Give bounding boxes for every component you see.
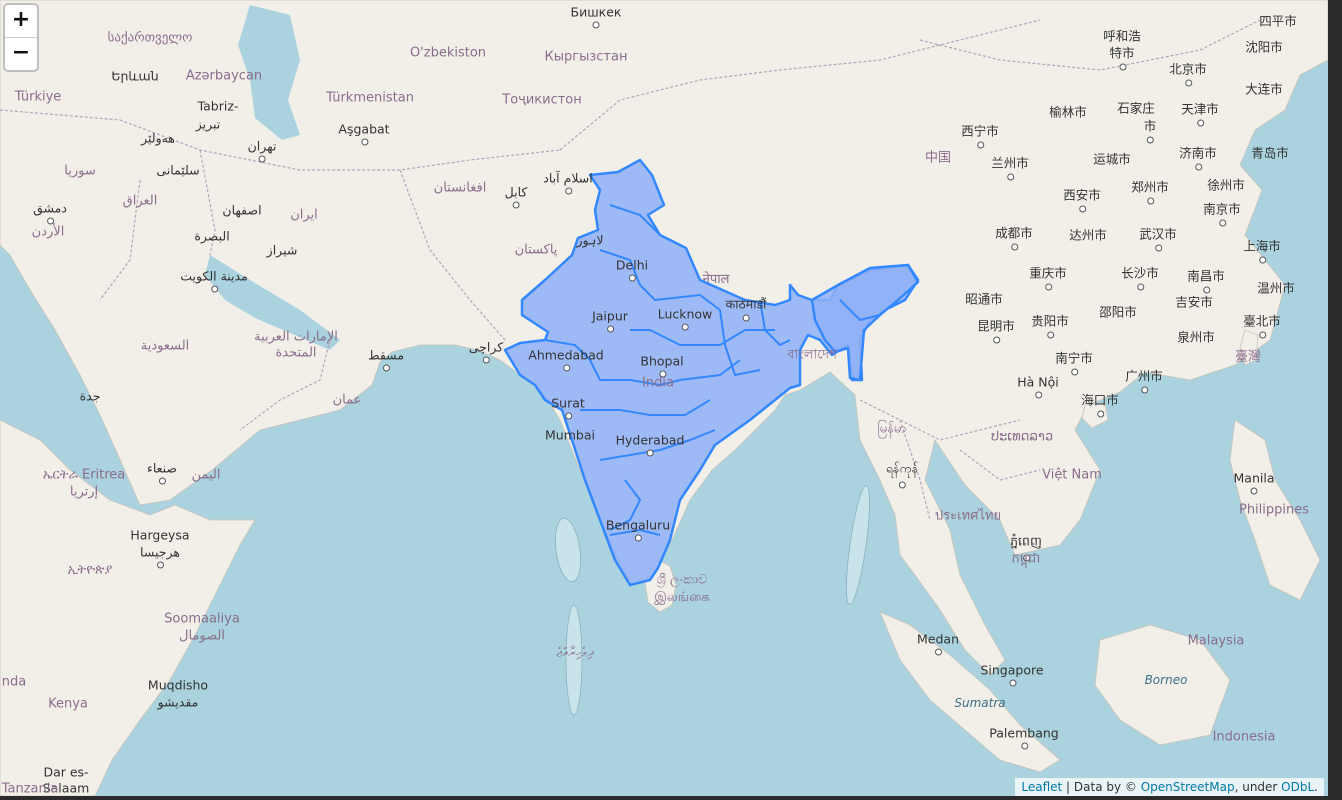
borneo-land <box>1094 624 1231 746</box>
india-outline[interactable] <box>503 158 920 587</box>
attribution-end: . <box>1314 780 1318 794</box>
red-sea <box>15 300 125 488</box>
islands <box>554 485 870 716</box>
border-line <box>959 449 1041 481</box>
gulf-of-thailand <box>962 520 1015 580</box>
philippines-land <box>1229 419 1321 601</box>
border-line <box>239 339 331 431</box>
zoom-in-button[interactable]: + <box>11 7 31 32</box>
sumatra-land <box>879 611 1061 773</box>
state-border <box>609 528 661 536</box>
state-border <box>630 329 775 346</box>
zoom-control: + − <box>3 3 39 72</box>
state-border <box>719 309 761 377</box>
border-line <box>399 169 506 341</box>
india-states-overlay[interactable] <box>503 158 920 587</box>
state-border <box>609 479 642 531</box>
india-state-borders <box>544 204 881 536</box>
country-borders <box>0 19 1261 521</box>
zoom-out-button[interactable]: − <box>5 37 37 70</box>
inland-water <box>15 5 1015 580</box>
state-border <box>544 339 741 387</box>
window-edge <box>1328 0 1342 800</box>
bay-of-bengal <box>800 378 852 470</box>
andaman-islands <box>846 485 870 605</box>
state-border <box>599 249 721 311</box>
lakshadweep-atoll <box>554 517 582 583</box>
state-border <box>759 299 791 347</box>
attribution-bar: Leaflet | Data by © OpenStreetMap, under… <box>1015 778 1324 796</box>
border-line <box>899 419 931 521</box>
attribution-text-2: , under <box>1234 780 1282 794</box>
state-border <box>599 429 716 461</box>
odbl-link[interactable]: ODbL <box>1281 780 1315 794</box>
state-border <box>580 399 711 416</box>
hainan-land <box>1081 402 1109 429</box>
taiwan-land <box>1239 329 1259 366</box>
attribution-text: | Data by © <box>1062 780 1141 794</box>
africa-land <box>0 419 256 796</box>
window-bottom-edge <box>0 796 1342 800</box>
state-border <box>839 299 881 322</box>
border-line <box>199 149 216 256</box>
border-line <box>0 109 561 171</box>
india-northeast[interactable] <box>810 263 920 382</box>
leaflet-link[interactable]: Leaflet <box>1021 780 1063 794</box>
openstreetmap-link[interactable]: OpenStreetMap <box>1140 780 1235 794</box>
border-line <box>559 19 1041 151</box>
border-line <box>99 179 141 301</box>
state-border <box>609 204 661 236</box>
maldives-atoll <box>565 604 583 716</box>
caspian-sea <box>238 5 300 140</box>
border-line <box>919 19 1261 71</box>
persian-gulf <box>205 255 340 350</box>
